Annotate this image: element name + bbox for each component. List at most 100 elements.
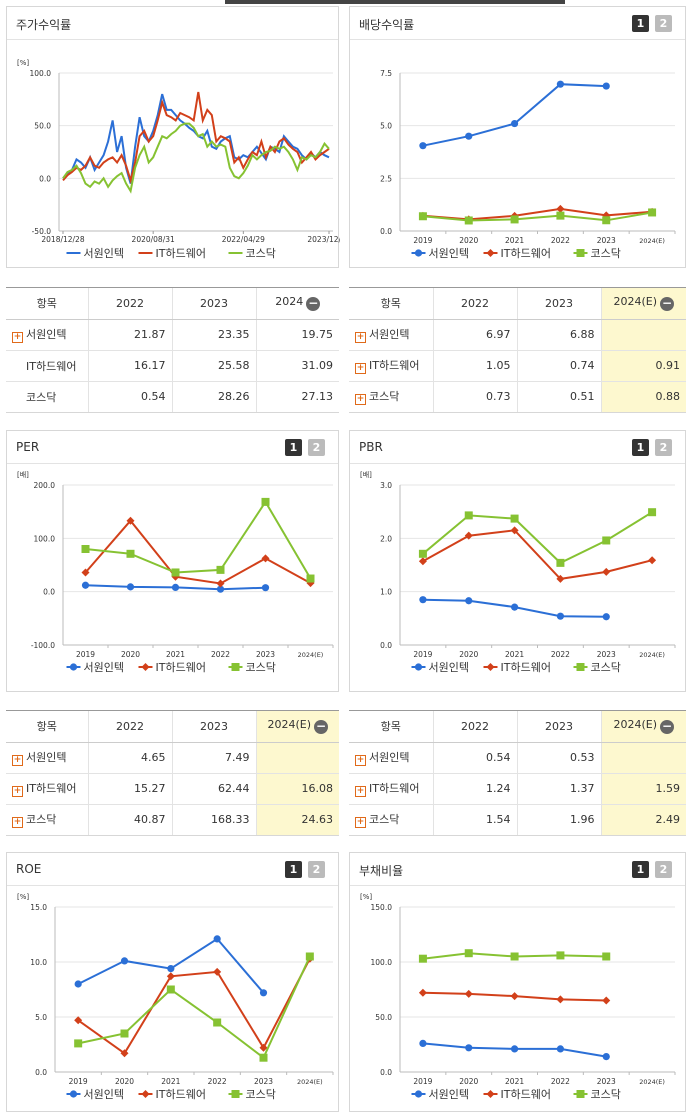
series-line xyxy=(62,91,330,185)
series-point xyxy=(510,603,519,611)
view-1-button[interactable]: 1 xyxy=(285,861,302,878)
panel-header: ROE 1 2 xyxy=(7,853,338,886)
table-row: + IT하드웨어 1.24 1.37 1.59 xyxy=(349,773,686,805)
series-point xyxy=(556,612,565,620)
col-header-2024e-label: 2024(E) xyxy=(613,718,658,732)
collapse-button[interactable]: − xyxy=(660,719,675,735)
series-point xyxy=(213,1018,222,1027)
series-point xyxy=(486,249,495,257)
table-row: + 서원인텍 4.65 7.49 xyxy=(6,742,339,774)
table-row: + 서원인텍 21.87 23.35 19.75 xyxy=(6,319,339,351)
series-point xyxy=(259,1043,268,1052)
view-2-button[interactable]: 2 xyxy=(655,439,672,456)
series-line xyxy=(77,958,311,1055)
row-label: + 코스닥 xyxy=(349,804,434,835)
series-point xyxy=(556,1045,565,1053)
series-point xyxy=(510,992,519,1001)
view-1-button[interactable]: 1 xyxy=(285,439,302,456)
pbr-table: 항목 2022 2023 2024(E) − + 서원인텍 0.54 0.53 + I… xyxy=(349,710,686,836)
row-label-text: 코스닥 xyxy=(369,390,400,404)
series-point xyxy=(556,80,565,88)
x-tick-label: 2019 xyxy=(413,1077,432,1086)
table-row: + 코스닥 0.73 0.51 0.88 xyxy=(349,381,686,412)
legend-label: 서원인텍 xyxy=(84,247,124,260)
cell: 1.05 xyxy=(433,350,518,382)
expand-plus-icon[interactable]: + xyxy=(355,363,366,374)
view-2-button[interactable]: 2 xyxy=(655,861,672,878)
expand-plus-icon[interactable]: + xyxy=(355,786,366,797)
cell: 1.96 xyxy=(517,804,602,835)
row-label: + IT하드웨어 xyxy=(349,773,434,805)
row-label-text: 코스닥 xyxy=(26,390,57,404)
collapse-button[interactable]: − xyxy=(314,719,329,735)
series-line xyxy=(422,211,653,222)
col-header-2023: 2023 xyxy=(517,288,602,320)
row-label: + 서원인텍 xyxy=(349,742,434,774)
x-tick-label: 2024(E) xyxy=(639,651,665,659)
legend-label: 서원인텍 xyxy=(429,247,469,260)
y-tick-label: 100.0 xyxy=(34,534,56,543)
panel-header: PBR 1 2 xyxy=(350,431,685,464)
x-tick-label: 2021 xyxy=(505,1077,524,1086)
col-header-2024e: 2024(E) − xyxy=(601,711,686,743)
y-tick-label: 200.0 xyxy=(34,481,56,490)
series-point xyxy=(556,211,565,220)
series-point xyxy=(510,514,519,523)
expand-plus-icon[interactable]: + xyxy=(355,332,366,343)
x-tick-label: 2023 xyxy=(256,650,275,659)
series-point xyxy=(418,212,427,221)
collapse-button[interactable]: − xyxy=(660,296,675,312)
expand-plus-icon[interactable]: + xyxy=(12,817,23,829)
per-table: 항목 2022 2023 2024(E) − + 서원인텍 4.65 7.49 + I… xyxy=(6,710,339,836)
series-line xyxy=(85,500,312,580)
expand-plus-icon[interactable]: + xyxy=(355,817,366,829)
expand-plus-icon[interactable]: + xyxy=(12,755,23,766)
view-2-button[interactable]: 2 xyxy=(655,15,672,32)
series-point xyxy=(464,511,473,520)
cell: 2.49 xyxy=(601,804,686,835)
view-1-button[interactable]: 1 xyxy=(632,861,649,878)
view-2-button[interactable]: 2 xyxy=(308,439,325,456)
y-tick-label: 2.0 xyxy=(380,534,392,543)
view-2-button[interactable]: 2 xyxy=(308,861,325,878)
x-tick-label: 2024(E) xyxy=(297,1078,323,1086)
series-line xyxy=(77,956,311,1060)
series-point xyxy=(414,249,423,257)
row-label-text: 서원인텍 xyxy=(26,751,67,764)
legend-label: IT하드웨어 xyxy=(501,1087,551,1101)
panel-title: PBR xyxy=(359,440,383,454)
legend-label: IT하드웨어 xyxy=(156,1087,206,1101)
series-point xyxy=(602,536,611,545)
series-point xyxy=(414,1090,423,1098)
row-label-text: 서원인텍 xyxy=(369,751,410,764)
series-point xyxy=(556,995,565,1004)
expand-plus-icon[interactable]: + xyxy=(12,786,23,797)
legend-label: 코스닥 xyxy=(591,1088,621,1101)
legend-label: IT하드웨어 xyxy=(156,660,206,674)
series-point xyxy=(602,952,611,961)
series-point xyxy=(419,142,427,150)
top-tab-bar xyxy=(225,0,565,4)
series-point xyxy=(486,1090,495,1098)
x-tick-label: 2019 xyxy=(76,650,95,659)
y-tick-label: 0.0 xyxy=(39,174,51,183)
view-1-button[interactable]: 1 xyxy=(632,15,649,32)
y-axis-unit: [배] xyxy=(360,470,372,479)
expand-plus-icon[interactable]: + xyxy=(355,755,366,766)
collapse-button[interactable]: − xyxy=(306,296,321,312)
table-row: + 코스닥 40.87 168.33 24.63 xyxy=(6,804,339,835)
view-1-button[interactable]: 1 xyxy=(632,439,649,456)
row-label-text: IT하드웨어 xyxy=(369,782,420,795)
series-point xyxy=(419,596,427,604)
expand-plus-icon[interactable]: + xyxy=(12,332,23,343)
series-point xyxy=(261,554,270,563)
legend-label: 코스닥 xyxy=(246,1088,276,1101)
expand-plus-icon[interactable]: + xyxy=(355,394,366,406)
series-point xyxy=(126,516,135,525)
series-point xyxy=(464,949,473,958)
series-point xyxy=(648,508,657,517)
series-point xyxy=(231,663,240,671)
x-tick-label: 2020 xyxy=(459,1077,478,1086)
series-point xyxy=(418,549,427,558)
series-point xyxy=(464,531,473,540)
